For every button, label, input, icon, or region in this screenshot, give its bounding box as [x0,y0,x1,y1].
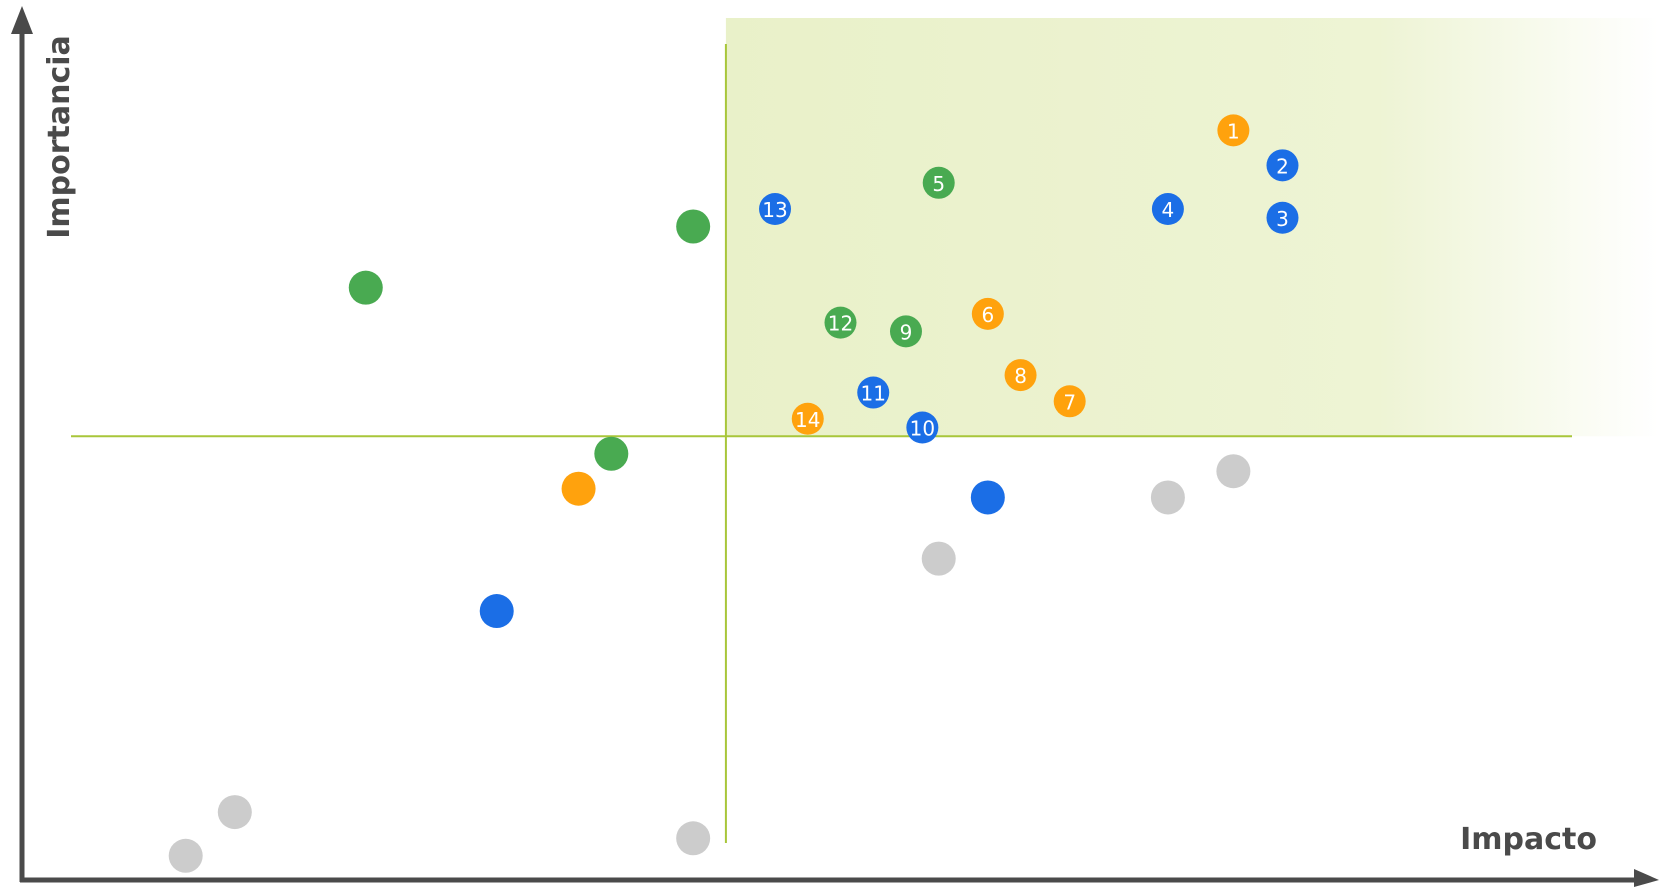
data-point-4: 4 [1151,193,1184,226]
data-point-unlabeled [921,541,956,576]
y-axis-label: Importancia [42,35,77,239]
point-label: 5 [932,172,945,196]
data-point-2: 2 [1266,149,1299,182]
point-marker [906,411,939,444]
point-marker [1216,454,1251,489]
point-marker [970,480,1005,515]
data-point-13: 13 [759,193,792,226]
y-axis-arrow [11,6,33,34]
point-marker [348,270,383,305]
point-label: 14 [795,408,820,432]
point-marker [1266,149,1299,182]
point-marker [676,821,711,856]
data-point-unlabeled [168,838,203,873]
point-label: 8 [1014,364,1027,388]
point-marker [217,795,252,830]
point-marker [479,594,514,629]
point-label: 6 [981,303,994,327]
point-marker [1004,359,1037,392]
data-point-unlabeled [676,821,711,856]
point-marker [971,297,1004,330]
data-point-unlabeled [561,471,596,506]
data-point-unlabeled [594,436,629,471]
data-point-9: 9 [889,315,922,348]
point-label: 7 [1063,390,1076,414]
data-point-unlabeled [1150,480,1185,515]
data-point-3: 3 [1266,201,1299,234]
point-marker [561,471,596,506]
data-point-unlabeled [676,209,711,244]
point-marker [168,838,203,873]
point-marker [922,166,955,199]
data-point-unlabeled [348,270,383,305]
x-axis-arrow [1634,869,1659,887]
data-point-10: 10 [906,411,939,444]
point-label: 10 [910,417,935,441]
point-label: 2 [1276,154,1289,178]
point-marker [791,402,824,435]
point-marker [676,209,711,244]
point-label: 1 [1227,119,1240,143]
data-point-8: 8 [1004,359,1037,392]
point-marker [824,306,857,339]
point-marker [1053,385,1086,418]
point-marker [857,376,890,409]
point-label: 11 [861,382,886,406]
point-label: 13 [762,198,787,222]
x-axis-label: Impacto [1460,822,1597,857]
highlight-quadrant [725,18,1659,437]
point-marker [921,541,956,576]
point-marker [1217,114,1250,147]
point-label: 4 [1162,198,1175,222]
point-label: 12 [828,312,853,336]
data-point-5: 5 [922,166,955,199]
point-marker [1150,480,1185,515]
data-point-unlabeled [217,795,252,830]
point-label: 3 [1276,207,1289,231]
point-marker [759,193,792,226]
data-point-14: 14 [791,402,824,435]
point-marker [594,436,629,471]
point-marker [1151,193,1184,226]
data-point-unlabeled [479,594,514,629]
point-label: 9 [900,320,913,344]
data-point-7: 7 [1053,385,1086,418]
data-point-12: 12 [824,306,857,339]
data-point-11: 11 [857,376,890,409]
data-point-unlabeled [970,480,1005,515]
data-point-6: 6 [971,297,1004,330]
point-marker [1266,201,1299,234]
data-point-1: 1 [1217,114,1250,147]
data-point-unlabeled [1216,454,1251,489]
point-marker [889,315,922,348]
